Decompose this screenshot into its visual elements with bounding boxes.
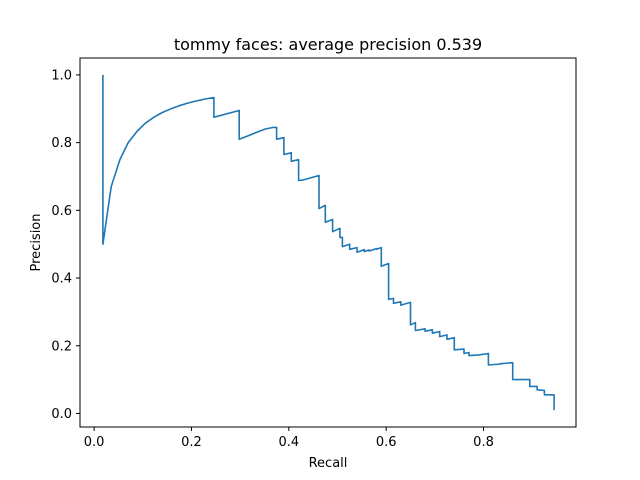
- chart-title: tommy faces: average precision 0.539: [174, 35, 482, 54]
- y-tick-label: 0.4: [51, 272, 72, 287]
- y-axis-label: Precision: [29, 213, 44, 271]
- axes-frame: [79, 57, 577, 428]
- x-tick-label: 0.0: [84, 435, 105, 450]
- y-tick-label: 1.0: [51, 68, 72, 83]
- y-axis-ticks: 0.0 0.2 0.4 0.6 0.8 1.0: [51, 68, 80, 422]
- x-tick-label: 0.4: [278, 435, 299, 450]
- plot-area: [102, 74, 555, 411]
- x-axis-ticks: 0.0 0.2 0.4 0.6 0.8: [84, 427, 494, 450]
- x-tick-label: 0.6: [376, 435, 397, 450]
- x-axis-label: Recall: [309, 456, 348, 471]
- y-tick-label: 0.8: [51, 136, 72, 151]
- x-tick-label: 0.2: [181, 435, 202, 450]
- y-tick-label: 0.2: [51, 339, 72, 354]
- x-tick-label: 0.8: [473, 435, 494, 450]
- y-tick-label: 0.6: [51, 204, 72, 219]
- precision-recall-line: [102, 74, 555, 411]
- y-tick-label: 0.0: [51, 407, 72, 422]
